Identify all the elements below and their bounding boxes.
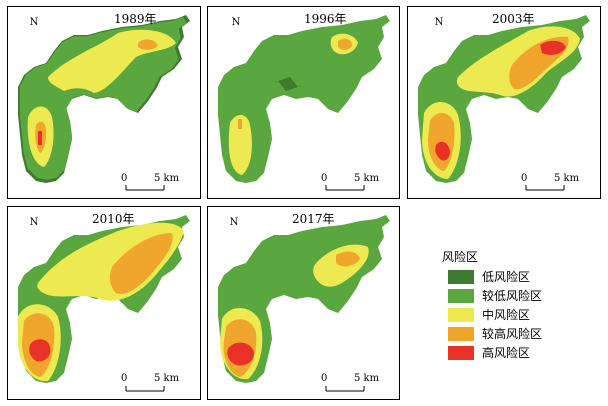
- risk-map-1989: [18, 15, 190, 191]
- scale-zero-label: 0: [121, 373, 128, 384]
- scale-distance-label: 5 km: [354, 173, 380, 184]
- map-panel-1996: 1996年 N 0 5 km: [207, 6, 400, 199]
- north-label: N: [29, 217, 39, 228]
- north-label: N: [231, 17, 241, 28]
- scale-distance-label: 5 km: [354, 373, 380, 384]
- north-label: N: [229, 217, 239, 228]
- map-panel-2003: 2003年 N 0 5 km: [407, 6, 601, 199]
- risk-map-2017: [218, 215, 390, 392]
- map-panel-2010: 2010年 N 0 5 km: [7, 206, 201, 400]
- legend-title: 风险区: [442, 250, 479, 264]
- scale-distance-label: 5 km: [154, 373, 180, 384]
- panel-year-title: 2010年: [92, 212, 135, 226]
- scale-zero-label: 0: [321, 373, 328, 384]
- map-panel-2017: 2017年 N 0 5 km: [207, 206, 400, 400]
- legend-swatch: [448, 327, 474, 341]
- legend-swatch: [448, 308, 474, 322]
- panel-year-title: 2003年: [492, 12, 535, 26]
- risk-map-2003: [418, 15, 590, 191]
- panel-year-title: 2017年: [292, 212, 335, 226]
- scale-zero-label: 0: [321, 173, 328, 184]
- map-legend: 风险区 低风险区 较低风险区 中风险区 较高风险区 高风险区: [442, 248, 602, 368]
- legend-label: 较高风险区: [482, 327, 543, 341]
- risk-map-1996: [218, 15, 390, 191]
- legend-label: 高风险区: [482, 346, 531, 360]
- scale-distance-label: 5 km: [554, 173, 580, 184]
- panel-year-title: 1989年: [114, 12, 157, 26]
- legend-swatch: [448, 289, 474, 303]
- north-label: N: [434, 17, 444, 28]
- legend-label: 中风险区: [482, 308, 531, 322]
- legend-swatch: [448, 270, 474, 284]
- map-panel-1989: 1989年 N 0 5 km: [7, 6, 201, 199]
- scale-distance-label: 5 km: [154, 173, 180, 184]
- scale-zero-label: 0: [521, 173, 528, 184]
- legend-swatch: [448, 346, 474, 360]
- scale-zero-label: 0: [121, 173, 128, 184]
- panel-year-title: 1996年: [304, 12, 347, 26]
- legend-label: 低风险区: [482, 270, 531, 284]
- north-label: N: [29, 17, 39, 28]
- risk-map-2010: [18, 215, 190, 392]
- legend-label: 较低风险区: [482, 289, 543, 303]
